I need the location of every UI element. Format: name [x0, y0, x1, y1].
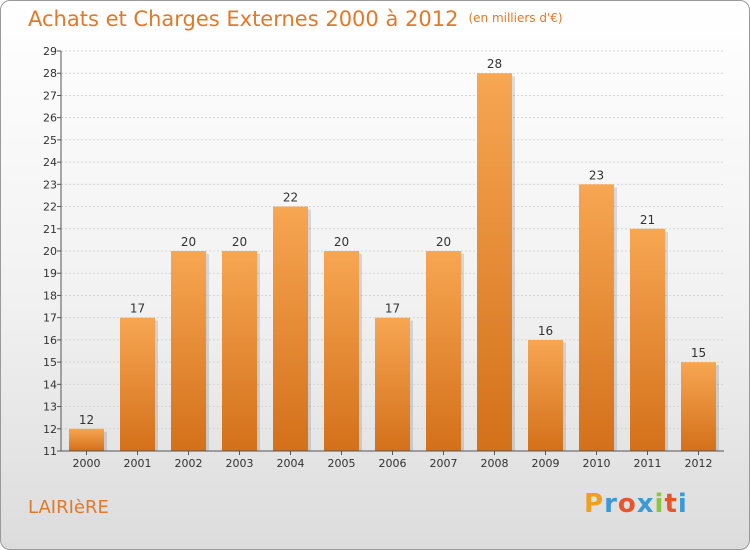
- x-tick-label: 2000: [73, 457, 101, 470]
- x-tick-label: 2009: [532, 457, 560, 470]
- bar: [171, 251, 206, 451]
- x-tick-label: 2012: [685, 457, 713, 470]
- y-tick-label: 13: [43, 401, 57, 414]
- logo-letter: r: [604, 489, 618, 519]
- chart-title-text: Achats et Charges Externes 2000 à 2012: [28, 7, 459, 31]
- y-tick-label: 22: [43, 201, 57, 214]
- bar-value-label: 17: [385, 302, 400, 316]
- y-tick-label: 28: [43, 67, 57, 80]
- bars: 12 17 20 20 22 20 17 20 28 16 23 21 15: [69, 57, 719, 452]
- x-tick-label: 2003: [226, 457, 254, 470]
- chart-title: Achats et Charges Externes 2000 à 2012 (e…: [28, 7, 563, 31]
- logo-letter: i: [654, 489, 665, 519]
- y-tick-label: 25: [43, 134, 57, 147]
- y-tick-label: 14: [43, 378, 57, 391]
- logo-letter: t: [664, 489, 678, 519]
- bar: [222, 251, 257, 451]
- bar-value-label: 22: [283, 191, 298, 205]
- bar: [273, 206, 308, 451]
- bar-value-label: 20: [232, 235, 247, 249]
- x-tick-label: 2007: [430, 457, 458, 470]
- bar: [69, 428, 104, 451]
- logo-letter: x: [636, 489, 655, 519]
- bar-value-label: 15: [691, 346, 706, 360]
- y-tick-label: 17: [43, 312, 57, 325]
- x-tick-label: 2006: [379, 457, 407, 470]
- y-tick-label: 23: [43, 178, 57, 191]
- bar-value-label: 20: [436, 235, 451, 249]
- bar: [477, 73, 512, 451]
- bar: [324, 251, 359, 451]
- y-tick-label: 12: [43, 423, 57, 436]
- x-tick-label: 2011: [634, 457, 662, 470]
- chart-unit: (en milliers d'€): [468, 11, 563, 25]
- bar-value-label: 20: [181, 235, 196, 249]
- x-tick-label: 2001: [124, 457, 152, 470]
- x-tick-label: 2008: [481, 457, 509, 470]
- x-axis: 2000 2001 2002 2003 2004 2005 2006 2007 2008 2009…: [61, 450, 724, 470]
- bar: [528, 339, 563, 451]
- y-tick-label: 24: [43, 156, 57, 169]
- x-tick-label: 2005: [328, 457, 356, 470]
- y-tick-label: 20: [43, 245, 57, 258]
- y-tick-label: 11: [43, 445, 57, 458]
- bar-value-label: 17: [130, 302, 145, 316]
- y-tick-label: 29: [43, 45, 57, 58]
- x-tick-label: 2004: [277, 457, 305, 470]
- y-axis: 11 12 13 14 15 16 17 18 19 20 21 22 23 24 25 26 27 28 29: [43, 45, 62, 458]
- proxiti-logo[interactable]: Proxiti: [584, 489, 688, 519]
- town-name: LAIRIèRE: [28, 497, 109, 518]
- y-tick-label: 16: [43, 334, 57, 347]
- bar-value-label: 12: [79, 413, 94, 427]
- bar-value-label: 28: [487, 57, 502, 71]
- y-tick-label: 18: [43, 289, 57, 302]
- logo-letter: o: [617, 489, 637, 519]
- bar-value-label: 21: [640, 213, 655, 227]
- x-tick-label: 2010: [583, 457, 611, 470]
- y-tick-label: 27: [43, 89, 57, 102]
- bar: [375, 317, 410, 451]
- bar: [681, 362, 716, 451]
- x-tick-label: 2002: [175, 457, 203, 470]
- bar: [579, 184, 614, 452]
- bar-value-label: 23: [589, 168, 604, 182]
- logo-letter: P: [584, 489, 605, 519]
- logo-letter: i: [677, 489, 688, 519]
- bar-value-label: 20: [334, 235, 349, 249]
- bar: [426, 251, 461, 451]
- y-tick-label: 15: [43, 356, 57, 369]
- y-tick-label: 21: [43, 223, 57, 236]
- bar-value-label: 16: [538, 324, 553, 338]
- y-tick-label: 26: [43, 112, 57, 125]
- y-tick-label: 19: [43, 267, 57, 280]
- bar: [120, 317, 155, 451]
- bar: [630, 228, 665, 451]
